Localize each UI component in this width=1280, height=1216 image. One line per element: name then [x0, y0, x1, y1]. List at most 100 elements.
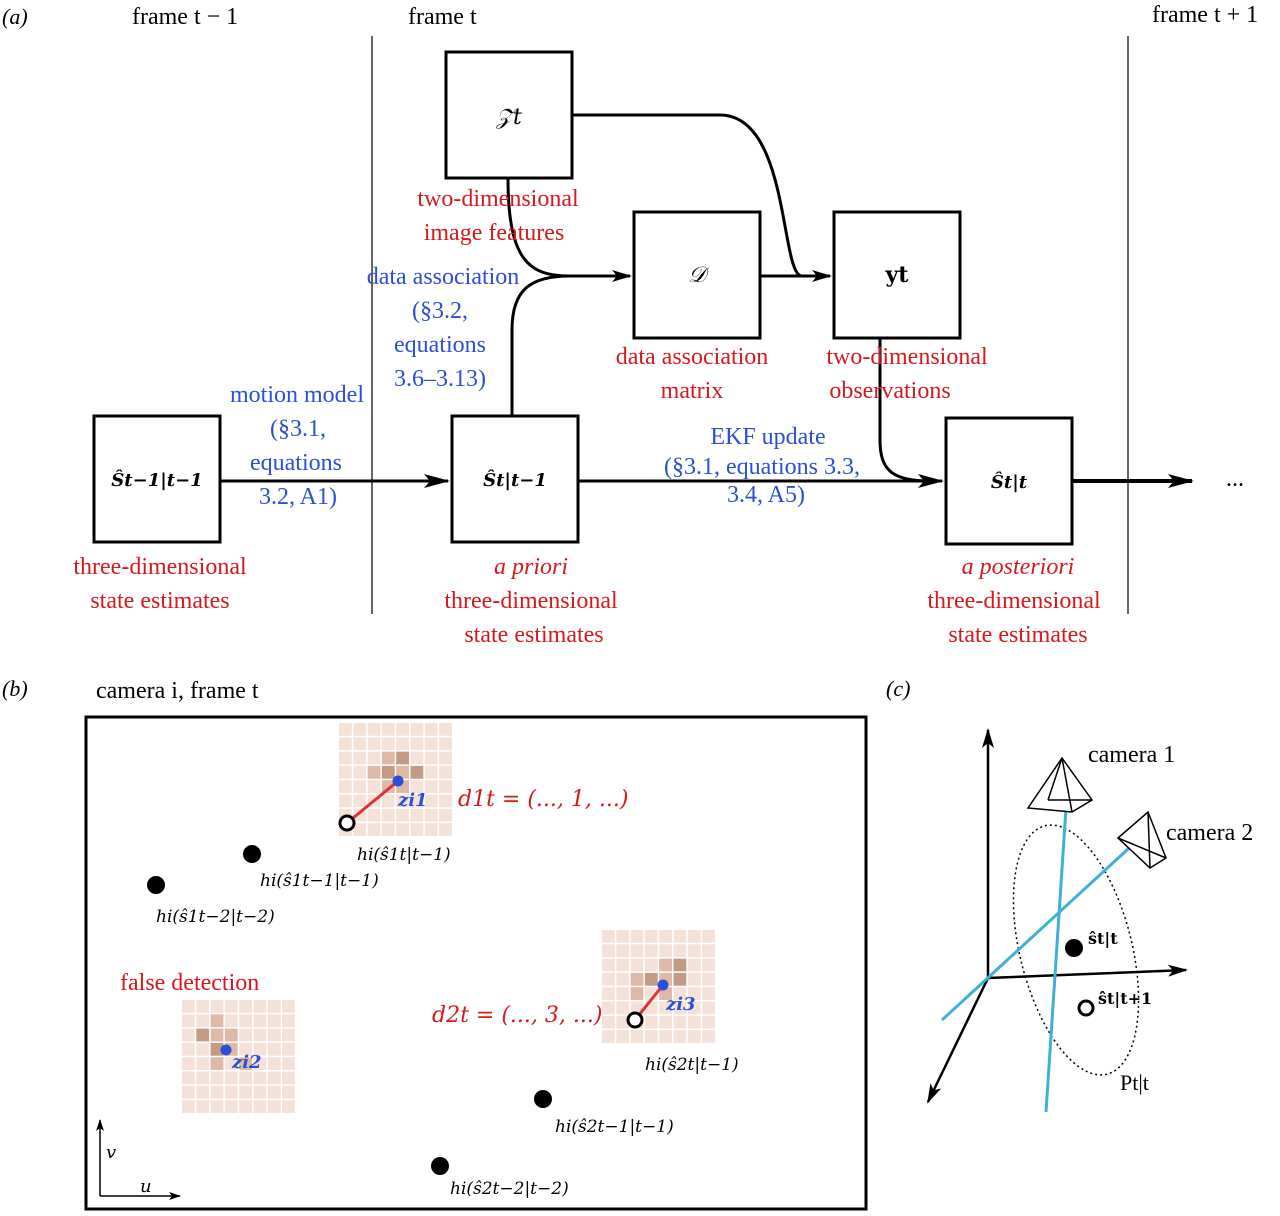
caption-ekf-3: 3.4, A5) — [727, 482, 805, 508]
patch-pixel — [182, 1085, 195, 1099]
patch-pixel — [410, 794, 424, 808]
patch-pixel — [439, 765, 452, 779]
patch-pixel — [282, 1042, 295, 1056]
track-point-1a — [243, 845, 261, 863]
track-point-2b — [431, 1157, 449, 1175]
patch-pixel — [353, 823, 367, 836]
patch-pixel — [439, 794, 452, 808]
patch-pixel — [381, 751, 395, 765]
patch-pixel — [210, 1028, 224, 1042]
caption-association-3: equations — [394, 332, 486, 358]
axis-v-label: v — [106, 1142, 116, 1163]
patch-pixel — [224, 1100, 238, 1113]
patch-pixel — [602, 972, 615, 986]
patch-pixel — [381, 823, 395, 836]
label-d1: d1t = (..., 1, ...) — [458, 787, 628, 812]
patch-pixel — [687, 930, 701, 943]
label-d2: d2t = (..., 3, ...) — [432, 1003, 602, 1028]
patch-pixel — [644, 944, 658, 958]
covariance-ellipse — [1012, 824, 1140, 1076]
patch-pixel — [381, 737, 395, 751]
patch-pixel — [282, 1000, 295, 1013]
patch-pixel — [367, 823, 381, 836]
patch-pixel — [439, 780, 452, 793]
patch-pixel — [224, 1000, 238, 1013]
predicted-point-2 — [626, 1011, 644, 1029]
patch-pixel — [424, 765, 438, 779]
patch-pixel — [616, 1030, 630, 1043]
patch-pixel — [224, 1028, 238, 1042]
patch-pixel — [367, 780, 381, 793]
patch-pixel — [253, 1100, 267, 1113]
patch-pixel — [381, 794, 395, 808]
caption-state-prior-2: three-dimensional — [444, 588, 618, 614]
patch-pixel — [410, 751, 424, 765]
patch-pixel — [367, 737, 381, 751]
patch-pixel — [687, 987, 701, 1000]
patch-pixel — [182, 1071, 195, 1085]
patch-pixel — [602, 958, 615, 972]
patch-pixel — [182, 1042, 195, 1056]
patch-pixel — [196, 1057, 210, 1070]
patch-pixel — [687, 944, 701, 958]
box-observations — [832, 210, 962, 340]
patch-pixel — [602, 1015, 615, 1029]
label-s-tt1: ŝt|t+1 — [1098, 989, 1152, 1008]
patch-pixel — [630, 987, 644, 1000]
patch-pixel — [282, 1014, 295, 1028]
patch-pixel — [616, 1001, 630, 1015]
patch-pixel — [239, 1085, 252, 1099]
patch-pixel — [410, 823, 424, 836]
patch-pixel — [353, 794, 367, 808]
patch-pixel — [616, 958, 630, 972]
patch-pixel — [353, 737, 367, 751]
panel-c: (c) camera 1 camera 2 ŝt|t ŝt|t+1 Pt|t — [886, 676, 1253, 1113]
state-prediction-point — [1077, 999, 1095, 1017]
patch-pixel — [339, 765, 352, 779]
patch-pixel — [196, 1042, 210, 1056]
camera-2-icon — [1116, 810, 1167, 869]
arrow-z-to-y — [572, 113, 803, 278]
box-state-prior — [450, 414, 580, 544]
patch-pixel — [396, 808, 409, 822]
patch-pixel — [410, 808, 424, 822]
patch-pixel — [210, 1057, 224, 1070]
patch-pixel — [224, 1071, 238, 1085]
patch-pixel — [396, 751, 409, 765]
patch-pixel — [253, 1042, 267, 1056]
patch-pixel — [410, 737, 424, 751]
patch-pixel — [396, 723, 409, 736]
patch-pixel — [673, 1015, 687, 1029]
patch-pixel — [424, 780, 438, 793]
patch-pixel — [410, 765, 424, 779]
camera-2-ray — [940, 836, 1142, 1022]
box-s-prev-label: Ŝt−1|t−1 — [111, 468, 202, 491]
patch-pixel — [224, 1085, 238, 1099]
patch-pixel — [339, 794, 352, 808]
patch-pixel — [267, 1100, 281, 1113]
patch-pixel — [396, 823, 409, 836]
patch-pixel — [602, 987, 615, 1000]
patch-pixel — [702, 987, 715, 1000]
frame-label-prev: frame t − 1 — [132, 4, 238, 30]
label-h-prev-2: hi(ŝ2t−1|t−1) — [555, 1117, 674, 1137]
caption-observations-2: observations — [829, 378, 950, 404]
patch-pixel — [239, 1057, 252, 1070]
track-point-1b — [147, 876, 165, 894]
axis-3d-depth — [926, 977, 990, 1104]
label-false-detection: false detection — [120, 970, 259, 996]
patch-pixel — [702, 1001, 715, 1015]
patch-pixel — [644, 930, 658, 943]
patch-pixel — [439, 751, 452, 765]
camera-1-ray — [1044, 807, 1068, 1113]
patch-pixel — [410, 780, 424, 793]
patch-pixel — [659, 930, 672, 943]
association-line-1 — [346, 779, 399, 825]
pixel-patch-z2 — [182, 1000, 295, 1113]
patch-pixel — [424, 794, 438, 808]
patch-pixel — [282, 1085, 295, 1099]
label-z1: zi1 — [397, 790, 428, 811]
patch-pixel — [282, 1057, 295, 1070]
patch-pixel — [339, 737, 352, 751]
